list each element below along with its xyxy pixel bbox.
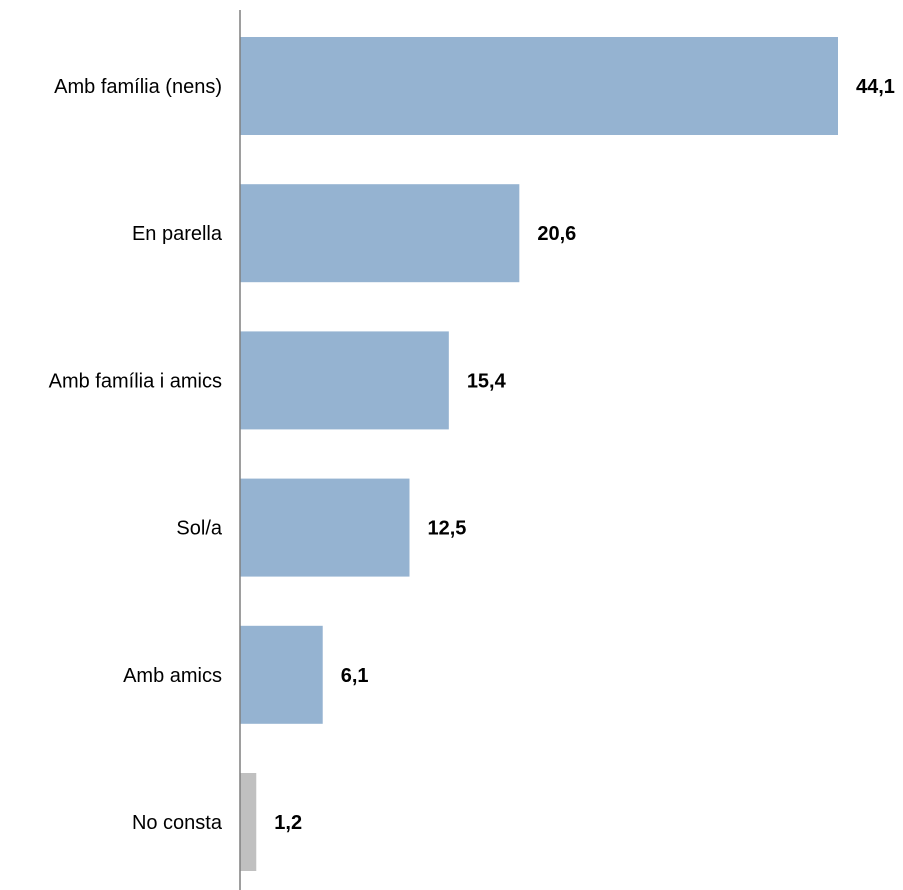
value-label: 44,1 xyxy=(856,76,895,98)
bar xyxy=(240,773,257,871)
category-label: En parella xyxy=(132,223,223,245)
bar xyxy=(240,184,520,283)
category-label: No consta xyxy=(132,812,223,834)
value-label: 1,2 xyxy=(274,812,302,834)
bar xyxy=(240,37,838,135)
labels-layer: Amb família (nens) 44,1 En parella 20,6 Amb … xyxy=(49,76,895,834)
bar xyxy=(240,478,410,577)
category-label: Amb família (nens) xyxy=(54,76,222,98)
value-label: 20,6 xyxy=(537,223,576,245)
bar xyxy=(240,331,449,430)
bars-layer xyxy=(240,37,838,871)
value-label: 15,4 xyxy=(467,370,507,392)
value-label: 6,1 xyxy=(341,665,369,687)
category-label: Amb amics xyxy=(123,665,222,687)
value-label: 12,5 xyxy=(428,518,467,540)
category-label: Sol/a xyxy=(176,518,222,540)
bar xyxy=(240,625,323,724)
category-label: Amb família i amics xyxy=(49,370,222,392)
